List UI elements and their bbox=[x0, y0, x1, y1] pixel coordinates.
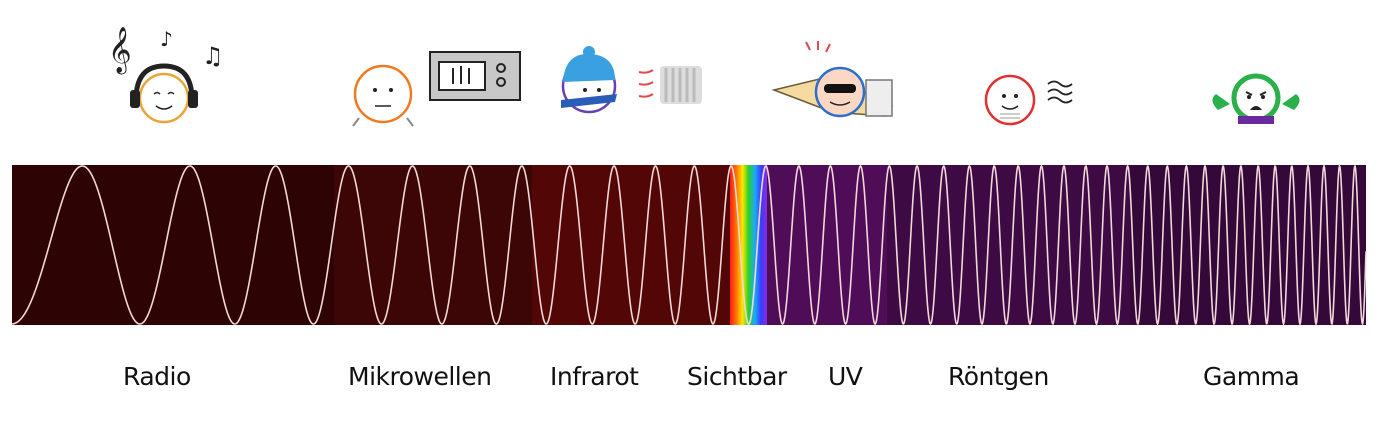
person-sunbathing-sunglasses-icon bbox=[771, 41, 894, 118]
label-mikrowellen: Mikrowellen bbox=[348, 362, 492, 391]
band-mikrowellen bbox=[334, 165, 532, 325]
person-with-heater-icon bbox=[561, 46, 702, 114]
svg-text:♪: ♪ bbox=[160, 27, 173, 51]
label-uv: UV bbox=[828, 362, 863, 391]
wave-line bbox=[11, 163, 1367, 327]
svg-text:𝄞: 𝄞 bbox=[108, 27, 132, 75]
label-sichtbar: Sichtbar bbox=[687, 362, 787, 391]
person-xray-icon bbox=[984, 74, 1073, 126]
person-with-microwave-oven-icon bbox=[352, 51, 521, 127]
label-radio: Radio bbox=[123, 362, 191, 391]
svg-text:♫: ♫ bbox=[202, 42, 224, 70]
green-angry-hulk-icon bbox=[1212, 73, 1300, 124]
label-roentgen: Röntgen bbox=[948, 362, 1049, 391]
label-gamma: Gamma bbox=[1203, 362, 1300, 391]
label-infrarot: Infrarot bbox=[550, 362, 639, 391]
person-with-headphones-music-icon: 𝄞 ♪ ♫ bbox=[108, 27, 224, 124]
band-infrarot bbox=[532, 165, 730, 325]
